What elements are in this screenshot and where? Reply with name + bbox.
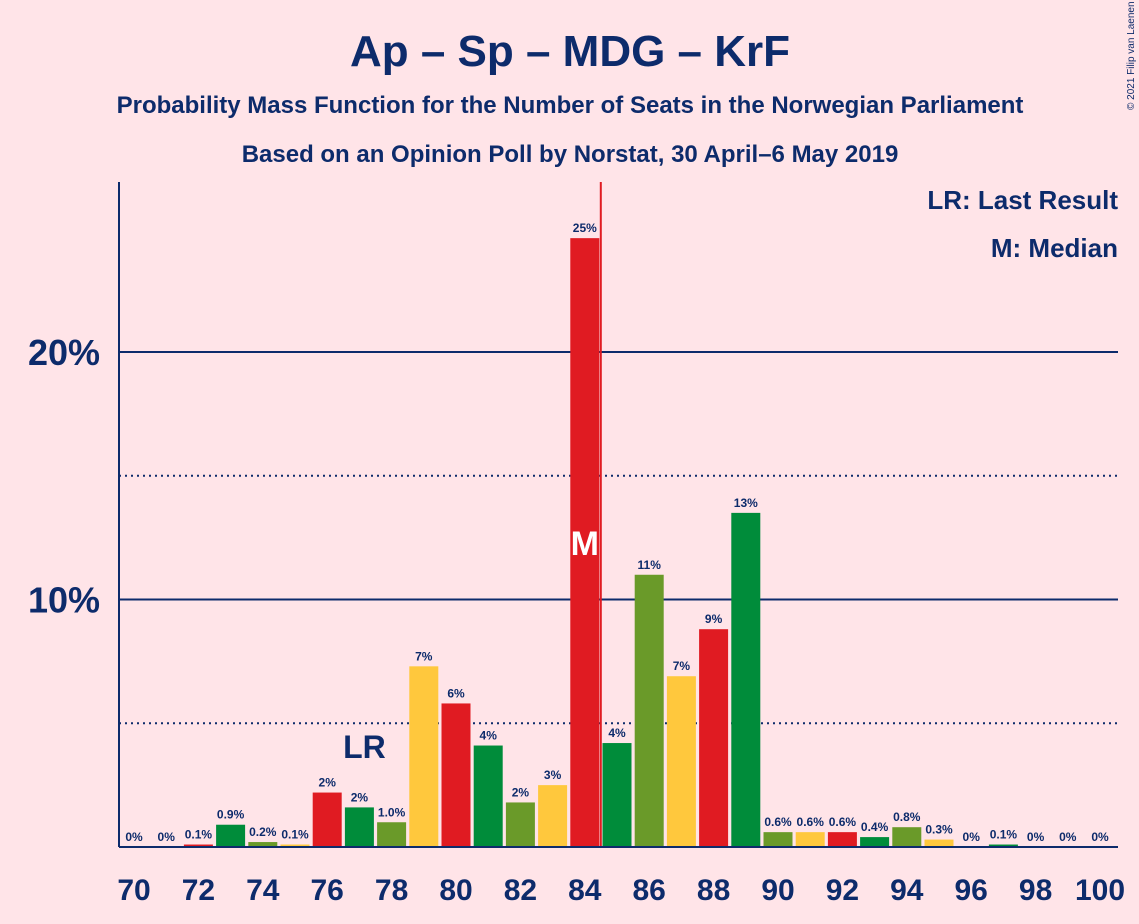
- bar-value-label: 1.0%: [378, 805, 406, 819]
- bar-value-label: 13%: [734, 496, 758, 510]
- bar-value-label: 7%: [415, 649, 433, 663]
- bar-value-label: 0.1%: [990, 828, 1018, 842]
- bar: [570, 238, 600, 847]
- bar: [666, 676, 696, 847]
- bar-value-label: 0%: [125, 830, 143, 844]
- bar: [731, 512, 761, 847]
- bar-value-label: 4%: [480, 729, 498, 743]
- bar: [763, 832, 793, 847]
- x-tick-label: 78: [375, 874, 408, 907]
- x-tick-label: 72: [182, 874, 215, 907]
- bar: [312, 792, 342, 847]
- x-tick-label: 92: [826, 874, 859, 907]
- bar: [795, 832, 825, 847]
- bar-value-label: 7%: [673, 659, 691, 673]
- bar-value-label: 2%: [512, 785, 530, 799]
- bar-value-label: 0.1%: [281, 828, 309, 842]
- x-tick-label: 84: [568, 874, 602, 907]
- bar-value-label: 11%: [638, 558, 662, 572]
- bar: [441, 703, 471, 847]
- bar: [988, 844, 1018, 847]
- bar: [344, 807, 374, 847]
- legend-median: M: Median: [991, 233, 1118, 263]
- bar: [924, 839, 954, 847]
- bar: [860, 837, 890, 847]
- bar: [280, 844, 310, 847]
- bar: [377, 822, 407, 847]
- bar: [602, 743, 632, 847]
- y-tick-label: 10%: [28, 580, 100, 621]
- bar-value-label: 0.1%: [185, 828, 213, 842]
- bar: [634, 574, 664, 847]
- x-tick-label: 80: [439, 874, 472, 907]
- bar: [183, 844, 213, 847]
- bar-value-label: 4%: [608, 726, 626, 740]
- bar: [538, 785, 568, 847]
- bar-value-label: 2%: [319, 776, 337, 790]
- x-tick-label: 76: [311, 874, 344, 907]
- bar-value-label: 0.6%: [797, 815, 825, 829]
- x-tick-label: 94: [890, 874, 924, 907]
- bar-value-label: 25%: [573, 221, 597, 235]
- x-tick-label: 74: [246, 874, 280, 907]
- last-result-marker: LR: [343, 729, 386, 765]
- chart-title: Ap – Sp – MDG – KrF: [350, 27, 790, 76]
- bars: [183, 238, 1018, 847]
- bar: [699, 629, 729, 847]
- copyright-text: © 2021 Filip van Laenen: [1126, 1, 1137, 110]
- bar-value-label: 0.9%: [217, 808, 245, 822]
- bar-value-label: 2%: [351, 790, 369, 804]
- gridlines: [119, 351, 1118, 725]
- bar: [505, 802, 535, 847]
- bar-value-label: 0.6%: [764, 815, 792, 829]
- x-tick-label: 70: [117, 874, 150, 907]
- bar: [827, 832, 857, 847]
- bar-value-label: 3%: [544, 768, 562, 782]
- median-marker: M: [571, 525, 599, 563]
- bar-value-label: 0%: [1091, 830, 1109, 844]
- value-labels: 0% 0% 0.1% 0.9% 0.2% 0.1% 2% 2% 1.0% 7% 6% 4% 2% 3% 25…: [125, 221, 1109, 844]
- bar-value-label: 0.2%: [249, 825, 277, 839]
- chart-subtitle-1: Probability Mass Function for the Number…: [117, 92, 1024, 119]
- x-tick-label: 98: [1019, 874, 1052, 907]
- bar-value-label: 0%: [963, 830, 981, 844]
- bar-value-label: 6%: [447, 686, 465, 700]
- x-tick-label: 88: [697, 874, 730, 907]
- bar-value-label: 0%: [158, 830, 176, 844]
- x-tick-label: 82: [504, 874, 537, 907]
- bar-value-label: 0%: [1027, 830, 1045, 844]
- bar: [473, 745, 503, 847]
- bar-value-label: 0.6%: [829, 815, 857, 829]
- bar: [216, 824, 246, 847]
- bar-value-label: 0.8%: [893, 810, 921, 824]
- x-tick-label: 86: [633, 874, 666, 907]
- bar-value-label: 0.3%: [925, 823, 953, 837]
- x-tick-label: 96: [955, 874, 988, 907]
- x-tick-label: 90: [761, 874, 794, 907]
- axes: 10% 20% 70 72 74 76 78 80 82 84 86 88 90 92 94 96 98 100: [28, 182, 1125, 907]
- bar-value-label: 0%: [1059, 830, 1077, 844]
- x-tick-label: 100: [1075, 874, 1125, 907]
- chart-subtitle-2: Based on an Opinion Poll by Norstat, 30 …: [242, 141, 899, 168]
- legend-last-result: LR: Last Result: [927, 185, 1118, 215]
- bar: [409, 666, 439, 847]
- bar: [248, 842, 278, 847]
- bar-value-label: 0.4%: [861, 820, 889, 834]
- y-tick-label: 20%: [28, 332, 100, 373]
- bar: [892, 827, 922, 847]
- markers: LR M: [343, 182, 602, 847]
- bar-value-label: 9%: [705, 612, 723, 626]
